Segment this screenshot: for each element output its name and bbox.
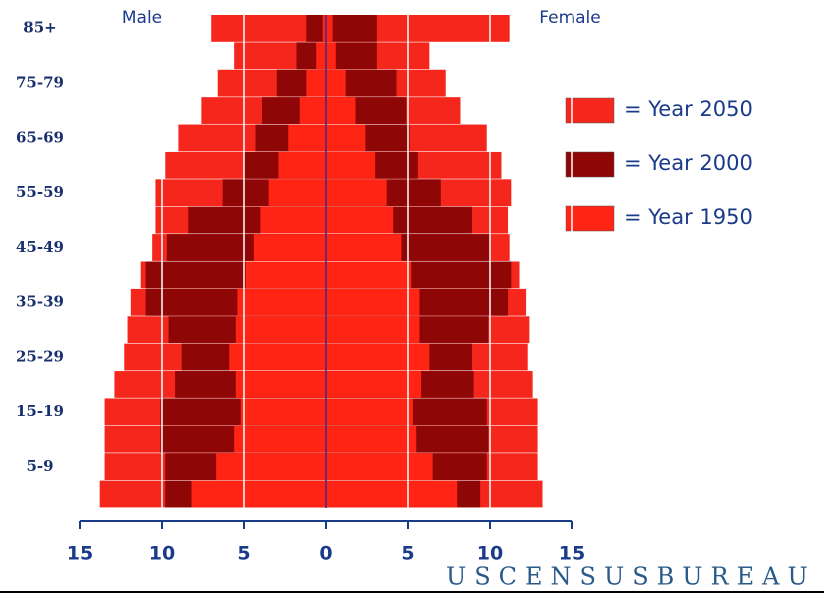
- female-bar: [326, 261, 412, 289]
- female-bar: [326, 42, 336, 70]
- legend-label: = Year 2050: [624, 97, 753, 121]
- age-label: 55-59: [16, 183, 64, 201]
- legend-swatch: [565, 97, 615, 124]
- x-tick-label: 5: [401, 543, 414, 565]
- female-bar: [326, 179, 387, 207]
- male-bar: [253, 234, 326, 261]
- legend-swatch: [565, 151, 615, 178]
- age-label: 15-19: [16, 402, 64, 420]
- legend-label: = Year 1950: [624, 205, 753, 229]
- age-label: 5-9: [26, 457, 53, 475]
- x-tick-label: 5: [237, 543, 250, 565]
- male-bar: [316, 42, 326, 70]
- female-bar: [326, 97, 356, 124]
- female-bar: [326, 288, 420, 316]
- age-label: 45-49: [16, 238, 64, 256]
- male-bar: [288, 124, 326, 152]
- female-bar: [326, 15, 377, 42]
- male-bar: [216, 453, 326, 481]
- age-label: 25-29: [16, 347, 64, 365]
- female-bar: [326, 453, 433, 481]
- x-tick-label: 10: [149, 543, 175, 565]
- female-bar: [326, 343, 430, 371]
- source-logo: USCENSUSBUREAU: [446, 563, 816, 591]
- male-bar: [235, 371, 326, 398]
- male-bar: [306, 15, 326, 42]
- male-bar: [234, 425, 326, 453]
- age-label: 35-39: [16, 293, 64, 311]
- male-bar: [299, 97, 326, 124]
- female-label: Female: [539, 8, 600, 28]
- legend-label: = Year 2000: [624, 151, 753, 175]
- male-bar: [229, 343, 326, 371]
- female-bar: [326, 371, 422, 398]
- x-tick-label: 15: [67, 543, 93, 565]
- male-bar: [260, 206, 326, 234]
- male-bar: [322, 15, 326, 42]
- female-bar: [326, 206, 394, 234]
- x-tick-label: 15: [559, 543, 585, 565]
- female-bar: [326, 69, 346, 97]
- female-bar: [326, 234, 402, 261]
- x-tick-label: 0: [319, 543, 332, 565]
- male-bar: [278, 151, 326, 179]
- male-bar: [235, 316, 326, 344]
- female-bar: [326, 316, 420, 344]
- legend-swatch: [565, 205, 615, 232]
- male-bar: [237, 288, 326, 316]
- male-bar: [306, 69, 326, 97]
- female-bar: [326, 480, 458, 508]
- male-bar: [240, 398, 326, 426]
- male-label: Male: [122, 8, 162, 28]
- male-bar: [245, 261, 326, 289]
- female-bar: [326, 15, 333, 42]
- female-bar: [326, 151, 376, 179]
- female-bar: [326, 425, 417, 453]
- male-bar: [191, 480, 326, 508]
- age-label: 75-79: [16, 73, 64, 91]
- x-tick-label: 10: [477, 543, 503, 565]
- female-bar: [326, 124, 366, 152]
- female-bar: [326, 398, 413, 426]
- age-label: 85+: [23, 19, 56, 37]
- male-bar: [268, 179, 326, 207]
- age-label: 65-69: [16, 128, 64, 146]
